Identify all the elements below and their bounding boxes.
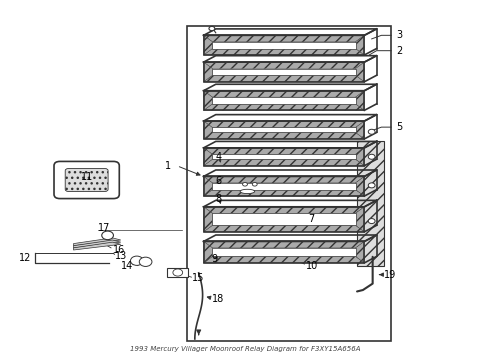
Polygon shape [74,242,121,250]
Bar [212,213,356,225]
Bar [203,121,365,139]
Text: 2: 2 [396,46,402,56]
Polygon shape [356,121,365,139]
Text: 11: 11 [80,172,93,182]
Bar [203,176,365,196]
Polygon shape [203,62,212,82]
Bar [187,26,391,341]
Text: 6: 6 [216,176,222,186]
Polygon shape [203,242,212,263]
Polygon shape [356,176,365,196]
FancyBboxPatch shape [65,168,108,192]
Polygon shape [203,207,212,232]
Polygon shape [203,176,212,196]
Circle shape [173,269,183,276]
Bar [212,248,356,256]
Bar [212,183,356,190]
Text: 10: 10 [306,261,318,271]
Polygon shape [356,62,365,82]
Polygon shape [203,75,365,82]
Bar [167,268,188,277]
Polygon shape [203,148,365,154]
Text: 18: 18 [212,294,224,303]
Text: 9: 9 [211,254,217,264]
Text: 3: 3 [396,30,402,40]
Circle shape [102,231,114,240]
Polygon shape [203,49,365,55]
Polygon shape [203,225,365,232]
Polygon shape [356,207,365,232]
Polygon shape [203,256,365,263]
Bar [203,35,365,55]
Circle shape [139,257,152,266]
Polygon shape [356,242,365,263]
Polygon shape [203,91,365,97]
Polygon shape [203,62,365,68]
Text: 1993 Mercury Villager Moonroof Relay Diagram for F3XY15A656A: 1993 Mercury Villager Moonroof Relay Dia… [130,346,360,352]
Polygon shape [203,190,365,196]
Bar [203,148,365,166]
Polygon shape [356,148,365,166]
Ellipse shape [240,189,255,194]
Polygon shape [203,121,365,127]
Text: 13: 13 [115,251,127,261]
Text: 19: 19 [384,270,396,280]
Text: 15: 15 [193,273,205,283]
Polygon shape [74,240,121,248]
Bar [212,42,356,49]
Polygon shape [74,238,121,246]
Text: 7: 7 [308,214,315,224]
Bar [203,242,365,263]
Circle shape [368,154,375,159]
Polygon shape [203,91,212,111]
Bar [212,127,356,132]
Polygon shape [203,104,365,111]
Text: 5: 5 [396,122,402,132]
Circle shape [130,256,143,265]
Polygon shape [203,159,365,166]
Circle shape [368,219,375,224]
Text: 14: 14 [121,261,133,271]
Text: 12: 12 [19,252,31,262]
Bar [212,68,356,75]
FancyBboxPatch shape [54,161,119,199]
Bar [357,141,384,266]
Polygon shape [203,35,365,42]
Circle shape [209,26,215,31]
Circle shape [368,183,375,188]
Polygon shape [356,35,365,55]
Polygon shape [356,91,365,111]
Polygon shape [203,121,212,139]
Circle shape [252,183,257,186]
Polygon shape [203,35,212,55]
Bar [212,154,356,159]
Polygon shape [203,207,365,213]
Text: 1: 1 [165,161,171,171]
Text: 16: 16 [113,245,125,255]
Polygon shape [203,132,365,139]
Polygon shape [203,176,365,183]
Bar [203,62,365,82]
Bar [212,97,356,104]
Bar [203,91,365,111]
Text: 8: 8 [216,194,222,203]
Polygon shape [203,148,212,166]
Text: 17: 17 [98,223,110,233]
Circle shape [368,129,375,134]
Bar [203,207,365,232]
Circle shape [243,183,247,186]
Polygon shape [203,242,365,248]
Text: 4: 4 [216,153,222,162]
